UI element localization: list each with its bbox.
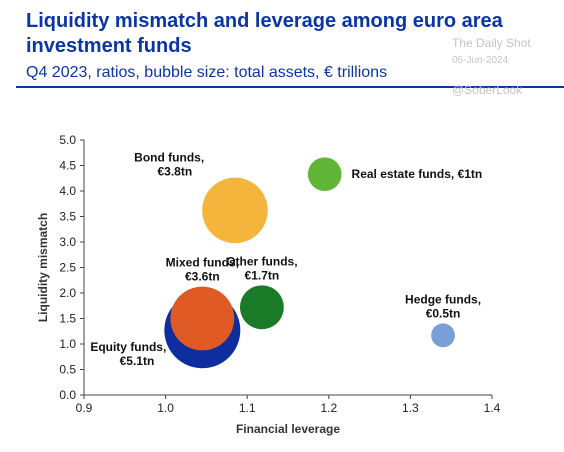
x-tick-label: 1.0: [157, 401, 174, 415]
bubble-label: Bond funds,: [134, 151, 204, 165]
bubble-label: Hedge funds,: [405, 292, 481, 306]
bubble-value-label: €0.5tn: [426, 306, 461, 320]
x-tick-label: 1.3: [402, 401, 419, 415]
y-tick-label: 0.5: [59, 363, 76, 377]
y-tick-label: 5.0: [59, 133, 76, 147]
header-rule: [16, 86, 564, 88]
chart-subtitle: Q4 2023, ratios, bubble size: total asse…: [26, 64, 388, 81]
y-tick-label: 4.0: [59, 184, 76, 198]
bubble-value-label: €1.7tn: [245, 268, 280, 282]
x-tick-label: 0.9: [76, 401, 93, 415]
bubble-point: [170, 286, 235, 351]
watermark-source: The Daily Shot: [452, 36, 531, 50]
watermark-handle: @SoberLook: [452, 83, 523, 97]
y-tick-label: 0.0: [59, 388, 76, 402]
bubble-point: [307, 157, 342, 191]
bubble-value-label: €5.1tn: [120, 354, 155, 368]
bubble-value-label: €3.8tn: [157, 165, 192, 179]
x-axis-label: Financial leverage: [236, 422, 340, 436]
y-tick-label: 3.0: [59, 235, 76, 249]
bubble-label: Mixed funds,: [166, 256, 239, 270]
chart-title: Liquidity mismatch and leverage among eu…: [26, 10, 503, 57]
bubble-point: [202, 177, 268, 244]
bubble-point: [431, 323, 455, 348]
bubble-label: Other funds,: [226, 254, 297, 268]
bubble-label: Equity funds,: [90, 340, 166, 354]
y-tick-label: 1.0: [59, 337, 76, 351]
bubble-point: [239, 285, 284, 330]
y-tick-label: 1.5: [59, 312, 76, 326]
x-tick-label: 1.4: [484, 401, 501, 415]
y-tick-label: 3.5: [59, 210, 76, 224]
x-tick-label: 1.1: [239, 401, 256, 415]
y-tick-label: 2.0: [59, 286, 76, 300]
x-tick-label: 1.2: [320, 401, 337, 415]
y-axis-label: Liquidity mismatch: [36, 213, 50, 322]
watermark-date: 06-Jun-2024: [452, 55, 509, 66]
bubble-label: Real estate funds, €1tn: [352, 167, 483, 181]
bubble-value-label: €3.6tn: [185, 270, 220, 284]
y-tick-label: 4.5: [59, 159, 76, 173]
y-tick-label: 2.5: [59, 261, 76, 275]
